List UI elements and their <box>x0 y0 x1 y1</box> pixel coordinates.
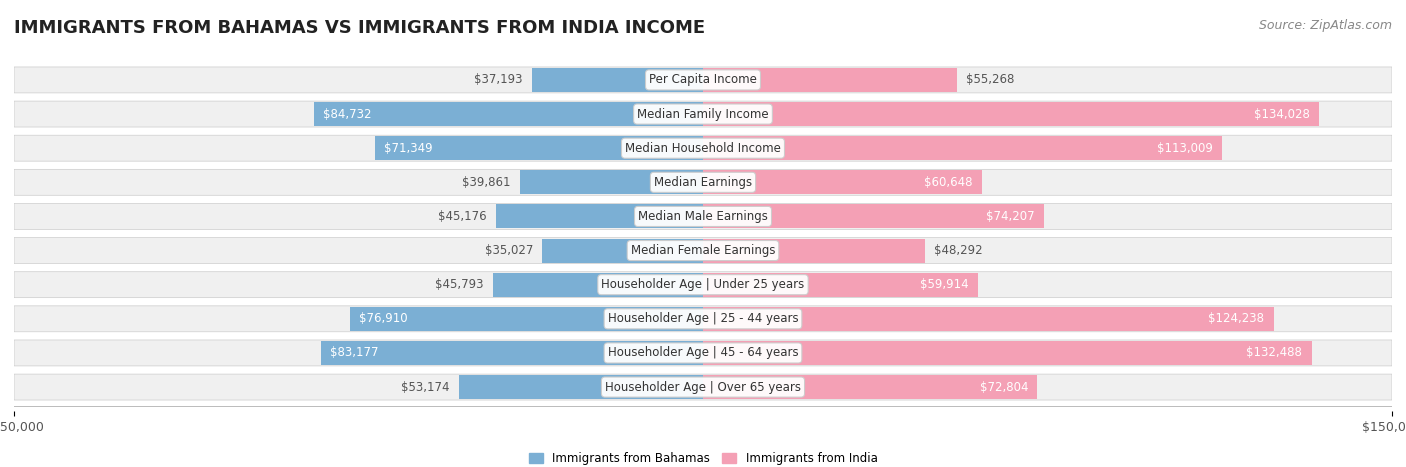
Bar <box>533 68 703 92</box>
Text: $74,207: $74,207 <box>986 210 1035 223</box>
Bar <box>703 102 1319 126</box>
Bar <box>350 307 703 331</box>
Text: Householder Age | Under 25 years: Householder Age | Under 25 years <box>602 278 804 291</box>
FancyBboxPatch shape <box>14 272 1392 297</box>
Bar <box>703 136 1222 160</box>
FancyBboxPatch shape <box>14 170 1392 195</box>
Text: $60,648: $60,648 <box>924 176 973 189</box>
FancyBboxPatch shape <box>14 306 1392 332</box>
Text: $83,177: $83,177 <box>330 347 378 360</box>
Text: $132,488: $132,488 <box>1247 347 1302 360</box>
Text: $55,268: $55,268 <box>966 73 1014 86</box>
Text: $113,009: $113,009 <box>1157 142 1213 155</box>
Text: $124,238: $124,238 <box>1208 312 1264 325</box>
Text: $84,732: $84,732 <box>323 107 371 120</box>
Text: $39,861: $39,861 <box>463 176 510 189</box>
Text: Per Capita Income: Per Capita Income <box>650 73 756 86</box>
Text: $48,292: $48,292 <box>934 244 983 257</box>
Bar <box>520 170 703 194</box>
Text: Median Female Earnings: Median Female Earnings <box>631 244 775 257</box>
Bar <box>458 375 703 399</box>
Text: Median Household Income: Median Household Income <box>626 142 780 155</box>
Bar <box>492 273 703 297</box>
Bar <box>703 205 1043 228</box>
Bar <box>703 68 957 92</box>
Bar <box>703 375 1038 399</box>
Bar <box>375 136 703 160</box>
Bar <box>703 170 981 194</box>
Bar <box>495 205 703 228</box>
Bar <box>314 102 703 126</box>
Bar <box>321 341 703 365</box>
Text: $59,914: $59,914 <box>921 278 969 291</box>
Text: Median Earnings: Median Earnings <box>654 176 752 189</box>
FancyBboxPatch shape <box>14 204 1392 229</box>
FancyBboxPatch shape <box>14 340 1392 366</box>
Text: IMMIGRANTS FROM BAHAMAS VS IMMIGRANTS FROM INDIA INCOME: IMMIGRANTS FROM BAHAMAS VS IMMIGRANTS FR… <box>14 19 706 37</box>
Text: $76,910: $76,910 <box>359 312 408 325</box>
Text: Median Family Income: Median Family Income <box>637 107 769 120</box>
FancyBboxPatch shape <box>14 238 1392 263</box>
Text: Source: ZipAtlas.com: Source: ZipAtlas.com <box>1258 19 1392 32</box>
Text: $53,174: $53,174 <box>401 381 450 394</box>
Text: $134,028: $134,028 <box>1254 107 1309 120</box>
Bar <box>543 239 703 262</box>
Bar <box>703 307 1274 331</box>
Text: $72,804: $72,804 <box>980 381 1028 394</box>
Text: Householder Age | Over 65 years: Householder Age | Over 65 years <box>605 381 801 394</box>
Text: $45,176: $45,176 <box>437 210 486 223</box>
Bar <box>703 341 1312 365</box>
Text: $35,027: $35,027 <box>485 244 533 257</box>
FancyBboxPatch shape <box>14 135 1392 161</box>
Text: Householder Age | 45 - 64 years: Householder Age | 45 - 64 years <box>607 347 799 360</box>
Legend: Immigrants from Bahamas, Immigrants from India: Immigrants from Bahamas, Immigrants from… <box>524 449 882 467</box>
Bar <box>703 239 925 262</box>
FancyBboxPatch shape <box>14 374 1392 400</box>
Text: $45,793: $45,793 <box>434 278 484 291</box>
Text: $71,349: $71,349 <box>384 142 433 155</box>
Text: Householder Age | 25 - 44 years: Householder Age | 25 - 44 years <box>607 312 799 325</box>
FancyBboxPatch shape <box>14 101 1392 127</box>
Text: Median Male Earnings: Median Male Earnings <box>638 210 768 223</box>
FancyBboxPatch shape <box>14 67 1392 93</box>
Text: $37,193: $37,193 <box>474 73 523 86</box>
Bar <box>703 273 979 297</box>
